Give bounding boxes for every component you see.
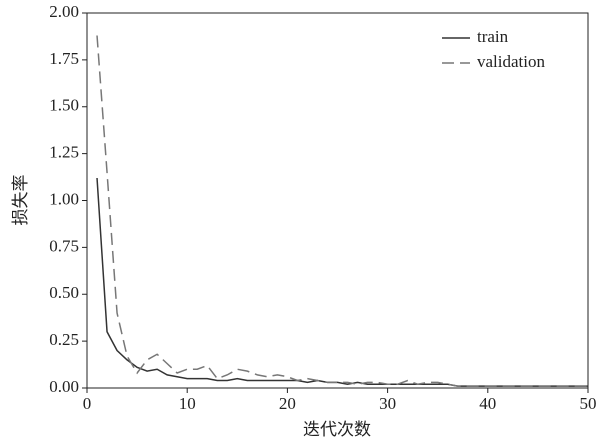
y-tick-label: 1.75 (49, 49, 79, 68)
y-axis-label: 损失率 (11, 175, 30, 226)
x-axis-label: 迭代次数 (303, 420, 371, 439)
y-tick-label: 1.25 (49, 143, 79, 162)
x-tick-label: 10 (179, 394, 196, 413)
x-tick-label: 40 (479, 394, 496, 413)
y-tick-label: 2.00 (49, 2, 79, 21)
y-tick-label: 0.75 (49, 236, 79, 255)
y-tick-label: 0.25 (49, 330, 79, 349)
y-tick-label: 0.00 (49, 377, 79, 396)
y-tick-label: 1.00 (49, 189, 79, 208)
y-tick-label: 0.50 (49, 283, 79, 302)
y-tick-label: 1.50 (49, 96, 79, 115)
series-line (96, 177, 588, 387)
x-tick-label: 0 (83, 394, 92, 413)
x-tick-label: 50 (580, 394, 597, 413)
legend-label: validation (477, 52, 545, 71)
series-line (96, 35, 588, 387)
x-tick-label: 30 (379, 394, 396, 413)
x-tick-label: 20 (279, 394, 296, 413)
legend-label: train (477, 27, 509, 46)
